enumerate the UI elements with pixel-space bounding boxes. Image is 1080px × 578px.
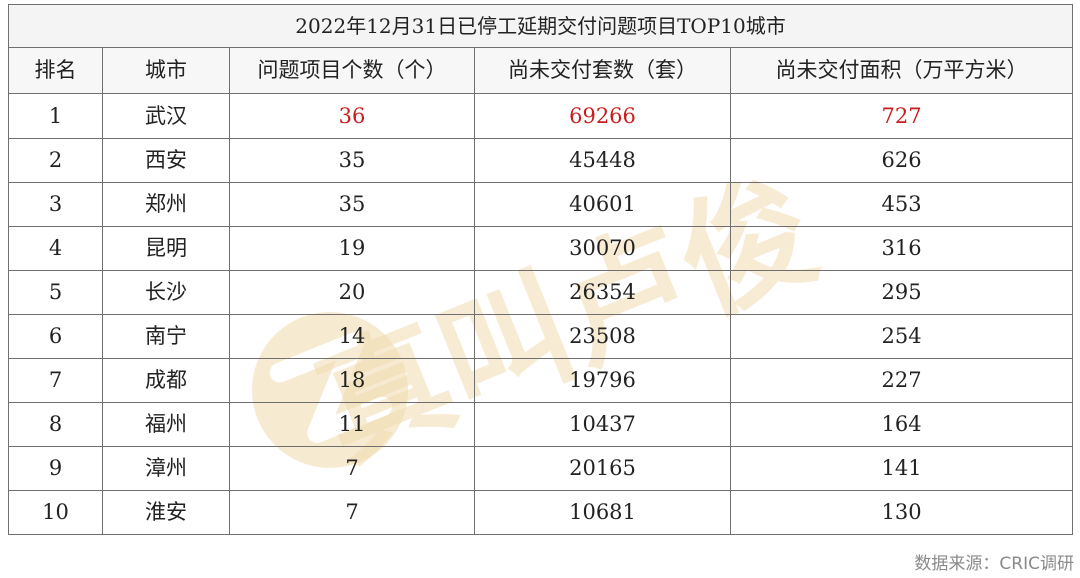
rank-cell: 1 bbox=[8, 93, 103, 139]
projects-cell: 36 bbox=[229, 93, 475, 139]
projects-cell: 11 bbox=[229, 402, 475, 447]
units-cell: 10681 bbox=[474, 490, 731, 535]
city-cell: 福州 bbox=[102, 402, 230, 447]
area-cell: 295 bbox=[729, 270, 1074, 315]
units-cell: 69266 bbox=[474, 93, 731, 139]
ranking-table: 2022年12月31日已停工延期交付问题项目TOP10城市 排名 城市 问题项目… bbox=[7, 4, 1074, 535]
units-cell: 30070 bbox=[474, 226, 731, 271]
area-cell: 130 bbox=[729, 490, 1074, 535]
table-title: 2022年12月31日已停工延期交付问题项目TOP10城市 bbox=[7, 4, 1074, 48]
city-cell: 郑州 bbox=[102, 182, 230, 227]
city-cell: 西安 bbox=[102, 138, 230, 183]
projects-cell: 19 bbox=[229, 226, 475, 271]
area-cell: 254 bbox=[729, 314, 1074, 359]
header-city: 城市 bbox=[102, 47, 230, 94]
header-units: 尚未交付套数（套） bbox=[474, 47, 731, 94]
units-cell: 23508 bbox=[474, 314, 731, 359]
table-row: 4 昆明 19 30070 316 bbox=[8, 226, 1074, 271]
table-row: 2 西安 35 45448 626 bbox=[8, 138, 1074, 183]
units-cell: 45448 bbox=[474, 138, 731, 183]
city-cell: 武汉 bbox=[102, 93, 230, 139]
table-row: 9 漳州 7 20165 141 bbox=[8, 446, 1074, 491]
units-cell: 20165 bbox=[474, 446, 731, 491]
rank-cell: 5 bbox=[8, 270, 103, 315]
area-cell: 164 bbox=[729, 402, 1074, 447]
area-cell: 316 bbox=[729, 226, 1074, 271]
table-row: 1 武汉 36 69266 727 bbox=[8, 93, 1074, 139]
table-row: 3 郑州 35 40601 453 bbox=[8, 182, 1074, 227]
table-row: 10 淮安 7 10681 130 bbox=[8, 490, 1074, 535]
rank-cell: 10 bbox=[8, 490, 103, 535]
area-cell: 727 bbox=[729, 93, 1074, 139]
projects-cell: 18 bbox=[229, 358, 475, 403]
table-row: 7 成都 18 19796 227 bbox=[8, 358, 1074, 403]
city-cell: 昆明 bbox=[102, 226, 230, 271]
rank-cell: 2 bbox=[8, 138, 103, 183]
header-row: 排名 城市 问题项目个数（个） 尚未交付套数（套） 尚未交付面积（万平方米） bbox=[8, 47, 1074, 94]
projects-cell: 14 bbox=[229, 314, 475, 359]
area-cell: 626 bbox=[729, 138, 1074, 183]
table-row: 8 福州 11 10437 164 bbox=[8, 402, 1074, 447]
city-cell: 漳州 bbox=[102, 446, 230, 491]
table-row: 5 长沙 20 26354 295 bbox=[8, 270, 1074, 315]
rank-cell: 8 bbox=[8, 402, 103, 447]
units-cell: 40601 bbox=[474, 182, 731, 227]
projects-cell: 35 bbox=[229, 182, 475, 227]
projects-cell: 7 bbox=[229, 446, 475, 491]
header-area: 尚未交付面积（万平方米） bbox=[729, 47, 1074, 94]
rank-cell: 9 bbox=[8, 446, 103, 491]
table-row: 6 南宁 14 23508 254 bbox=[8, 314, 1074, 359]
city-cell: 长沙 bbox=[102, 270, 230, 315]
area-cell: 141 bbox=[729, 446, 1074, 491]
data-source-note: 数据来源：CRIC调研 bbox=[914, 554, 1074, 574]
area-cell: 227 bbox=[729, 358, 1074, 403]
rank-cell: 3 bbox=[8, 182, 103, 227]
area-cell: 453 bbox=[729, 182, 1074, 227]
rank-cell: 4 bbox=[8, 226, 103, 271]
city-cell: 成都 bbox=[102, 358, 230, 403]
projects-cell: 20 bbox=[229, 270, 475, 315]
projects-cell: 35 bbox=[229, 138, 475, 183]
city-cell: 淮安 bbox=[102, 490, 230, 535]
units-cell: 10437 bbox=[474, 402, 731, 447]
units-cell: 19796 bbox=[474, 358, 731, 403]
header-rank: 排名 bbox=[8, 47, 103, 94]
units-cell: 26354 bbox=[474, 270, 731, 315]
rank-cell: 6 bbox=[8, 314, 103, 359]
header-projects: 问题项目个数（个） bbox=[229, 47, 475, 94]
city-cell: 南宁 bbox=[102, 314, 230, 359]
projects-cell: 7 bbox=[229, 490, 475, 535]
rank-cell: 7 bbox=[8, 358, 103, 403]
